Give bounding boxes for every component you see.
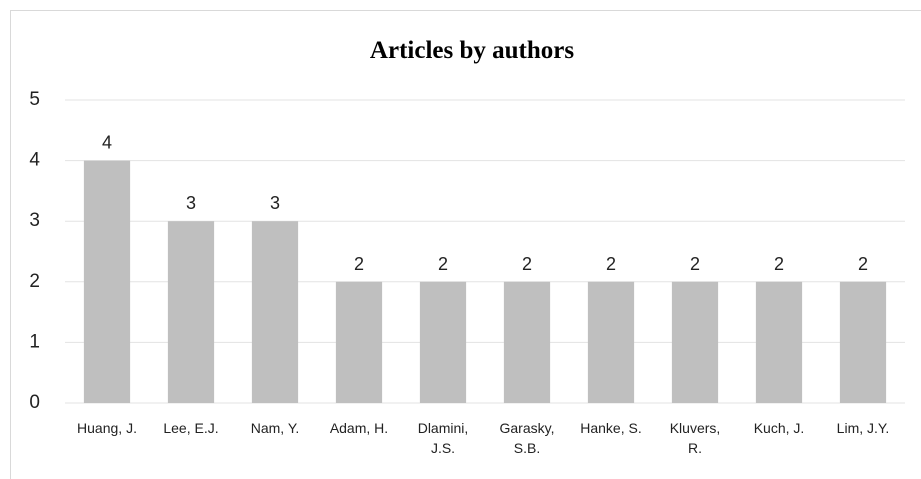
value-label: 2 [438,254,448,274]
value-label: 3 [186,193,196,213]
bar [587,281,635,403]
bar [419,281,467,403]
value-label: 3 [270,193,280,213]
y-tick-label: 0 [29,392,40,413]
value-label: 2 [858,254,868,274]
bar [503,281,551,403]
value-label: 2 [522,254,532,274]
x-tick-label: Dlamini, J.S. [418,420,469,456]
value-label: 2 [354,254,364,274]
y-tick-label: 4 [29,150,40,171]
bar [755,281,803,403]
chart-title: Articles by authors [370,37,574,64]
value-label: 2 [774,254,784,274]
bar [251,221,299,403]
bar [671,281,719,403]
value-label: 2 [606,254,616,274]
x-tick-label: Hanke, S. [580,420,641,436]
chart-frame [10,10,921,479]
x-tick-label: Lim, J.Y. [837,420,890,436]
bar [167,221,215,403]
bar [83,160,131,403]
x-tick-label: Nam, Y. [251,420,300,436]
y-tick-label: 2 [29,271,40,292]
bar [335,281,383,403]
y-tick-label: 3 [29,210,40,231]
bar [839,281,887,403]
x-tick-label: Lee, E.J. [163,420,218,436]
value-label: 2 [690,254,700,274]
y-tick-label: 1 [29,331,40,352]
x-tick-label: Adam, H. [330,420,388,436]
value-label: 4 [102,133,112,153]
x-tick-label: Huang, J. [77,420,137,436]
y-tick-label: 5 [29,89,40,110]
x-tick-label: Kluvers, R. [670,420,721,456]
x-tick-label: Garasky, S.B. [500,420,555,456]
x-tick-label: Kuch, J. [754,420,805,436]
